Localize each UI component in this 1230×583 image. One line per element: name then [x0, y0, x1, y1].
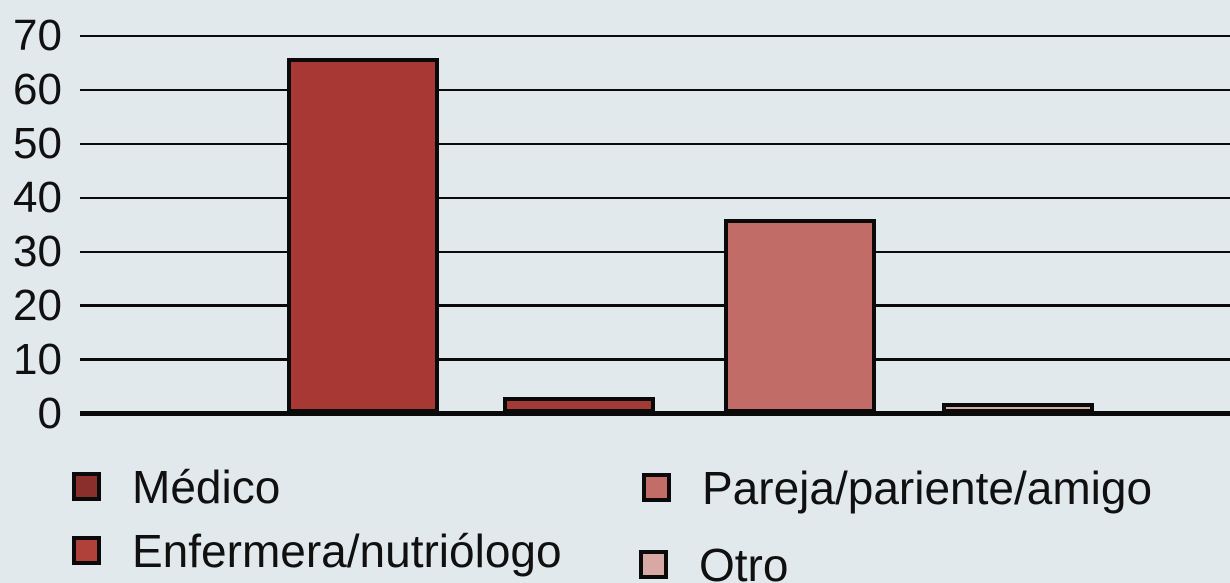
legend-swatch-enfermera-nutriologo — [72, 536, 101, 565]
gridline-30 — [80, 250, 1230, 254]
gridline-70 — [80, 34, 1230, 38]
y-tick-label-70: 70 — [13, 11, 62, 61]
legend-label-medico: Médico — [132, 460, 281, 513]
y-tick-label-40: 40 — [13, 172, 62, 222]
bar-2 — [724, 219, 876, 414]
x-axis-baseline — [80, 411, 1230, 416]
legend-item-medico: Médico — [72, 464, 280, 510]
bar-0 — [287, 57, 439, 414]
legend-label-otro: Otro — [699, 538, 789, 583]
legend-item-enfermera-nutriologo: Enfermera/nutriólogo — [72, 528, 562, 574]
legend-swatch-medico — [72, 472, 101, 501]
legend-item-pareja-pariente-amigo: Pareja/pariente/amigo — [642, 465, 1152, 511]
legend-item-otro: Otro — [639, 542, 788, 583]
y-tick-label-30: 30 — [13, 226, 62, 276]
y-tick-label-0: 0 — [37, 388, 62, 438]
gridline-50 — [80, 142, 1230, 146]
legend-label-enfermera-nutriologo: Enfermera/nutriólogo — [132, 524, 562, 577]
legend-label-pareja-pariente-amigo: Pareja/pariente/amigo — [702, 461, 1153, 514]
legend-swatch-otro — [639, 550, 668, 579]
y-tick-label-10: 10 — [13, 334, 62, 384]
y-tick-label-50: 50 — [13, 119, 62, 168]
gridline-10 — [80, 358, 1230, 361]
gridline-40 — [80, 196, 1230, 200]
gridline-60 — [80, 88, 1230, 92]
y-tick-label-20: 20 — [13, 280, 62, 330]
legend-swatch-pareja-pariente-amigo — [642, 473, 671, 502]
gridline-20 — [80, 304, 1230, 307]
y-tick-label-60: 60 — [13, 65, 62, 115]
